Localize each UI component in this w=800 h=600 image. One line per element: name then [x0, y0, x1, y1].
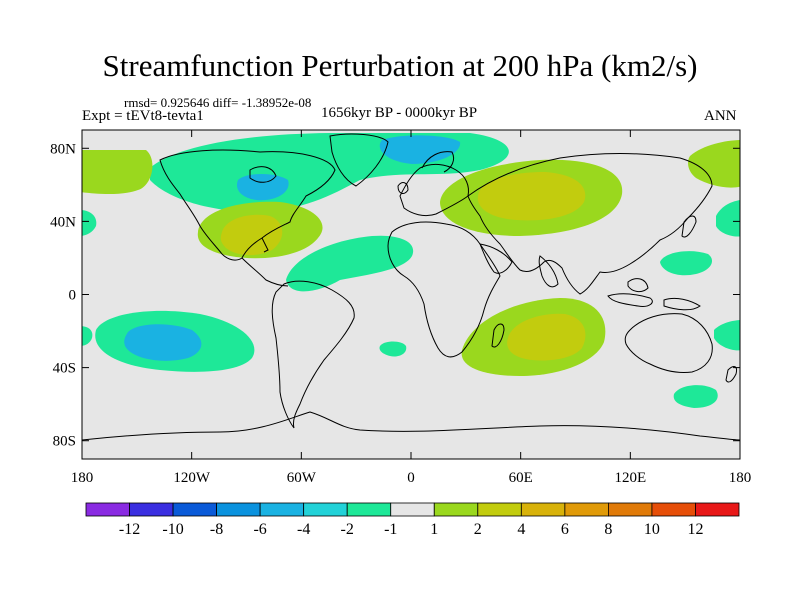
colorbar-label: 10 — [644, 521, 660, 538]
coastline-madagascar — [491, 323, 505, 348]
coastline-british-isles — [397, 182, 409, 194]
coastline-new-zealand — [725, 366, 737, 383]
lat-tick-label: 80S — [53, 434, 76, 450]
coastline-europe — [399, 163, 469, 217]
coastline-borneo — [627, 278, 649, 293]
colorbar-swatch — [564, 502, 609, 517]
coastline-africa — [387, 221, 501, 358]
southern-ocean-low — [673, 385, 718, 408]
lon-tick-label: 120W — [173, 470, 211, 486]
colorbar-swatch — [85, 502, 130, 517]
colorbar-swatch — [520, 502, 566, 517]
coastline-new-guinea — [663, 297, 701, 311]
colorbar-label: 6 — [561, 521, 569, 538]
lon-tick-label: 60E — [509, 470, 533, 486]
gulf-of-mexico-core-high — [220, 214, 283, 256]
colorbar-swatch — [390, 502, 435, 517]
colorbar-label: -12 — [119, 521, 140, 538]
lon-tick-label: 60W — [287, 470, 317, 486]
tropical-atlantic-low — [286, 235, 414, 292]
coastline-north-america — [159, 149, 336, 261]
colorbar: -12 -10 -8 -6 -4 -2 -1 1 2 4 6 8 10 12 — [85, 502, 740, 538]
latitude-axis: 80N 40N 0 40S 80S — [50, 141, 740, 450]
coastline-japan — [681, 215, 697, 238]
colorbar-swatch — [477, 502, 522, 517]
coastline-hudson-bay — [249, 166, 277, 183]
north-pacific-low — [716, 200, 740, 237]
coastline-greenland — [329, 133, 389, 187]
north-pacific-east-high — [688, 140, 740, 188]
coastline-india — [538, 255, 559, 288]
colorbar-label: 4 — [517, 521, 525, 538]
colorbar-label: 2 — [474, 521, 482, 538]
coastlines — [82, 133, 740, 441]
longitude-axis: 180 120W 60W 0 60E 120E 180 — [71, 130, 752, 486]
central-asia-core-high — [477, 172, 586, 221]
colorbar-label: -1 — [384, 521, 397, 538]
coastline-indonesia — [607, 293, 653, 307]
coastline-south-america — [271, 280, 355, 429]
lon-tick-label: 120E — [614, 470, 646, 486]
colorbar-swatch — [651, 502, 696, 517]
plot-title: Streamfunction Perturbation at 200 hPa (… — [102, 48, 698, 83]
experiment-label: Expt = tEVt8-tevta1 — [82, 108, 204, 124]
colorbar-swatch — [172, 502, 217, 517]
colorbar-swatch — [129, 502, 174, 517]
colorbar-label: -10 — [162, 521, 183, 538]
colorbar-swatch — [346, 502, 392, 517]
arctic-greenland-core-low — [379, 135, 461, 164]
colorbar-label: -2 — [341, 521, 354, 538]
coastline-asia — [467, 153, 713, 295]
coastline-australia — [624, 313, 713, 373]
south-atlantic-small-low — [379, 341, 407, 357]
coastline-arabia — [479, 243, 513, 274]
coastline-florida — [261, 237, 269, 253]
colorbar-swatch — [303, 502, 348, 517]
west-indian-ocean-small-low — [82, 326, 93, 346]
southern-ocean-low — [714, 320, 740, 351]
colorbar-label: 8 — [604, 521, 612, 538]
south-indian-ocean-core-high — [507, 313, 586, 361]
season-label: ANN — [704, 108, 737, 124]
colorbar-label: -4 — [297, 521, 310, 538]
colorbar-swatch — [216, 502, 261, 517]
lon-tick-label: 0 — [407, 470, 415, 486]
colorbar-swatch — [608, 502, 653, 517]
north-pacific-low — [82, 210, 97, 236]
coastline-antarctica — [82, 411, 740, 441]
coastline-scandinavia — [421, 151, 455, 173]
period-label: 1656kyr BP - 0000kyr BP — [321, 105, 478, 121]
colorbar-label: -6 — [253, 521, 266, 538]
colorbar-swatch — [433, 502, 479, 517]
western-pacific-low — [660, 251, 712, 276]
contour-fills — [82, 133, 740, 408]
north-pacific-west-high — [82, 150, 153, 194]
colorbar-swatch — [695, 502, 740, 517]
lat-tick-label: 80N — [50, 141, 76, 157]
colorbar-label: 1 — [430, 521, 438, 538]
stats-line: rmsd= 0.925646 diff= -1.38952e-08 — [124, 95, 312, 110]
south-pacific-core-low — [124, 324, 202, 361]
lon-tick-label: 180 — [729, 470, 752, 486]
colorbar-label: -8 — [210, 521, 223, 538]
lat-tick-label: 40N — [50, 214, 76, 230]
colorbar-swatch — [259, 502, 305, 517]
lat-tick-label: 40S — [53, 361, 76, 377]
colorbar-label: 12 — [687, 521, 703, 538]
lon-tick-label: 180 — [71, 470, 94, 486]
lat-tick-label: 0 — [69, 288, 77, 304]
north-america-core-low — [236, 174, 289, 201]
